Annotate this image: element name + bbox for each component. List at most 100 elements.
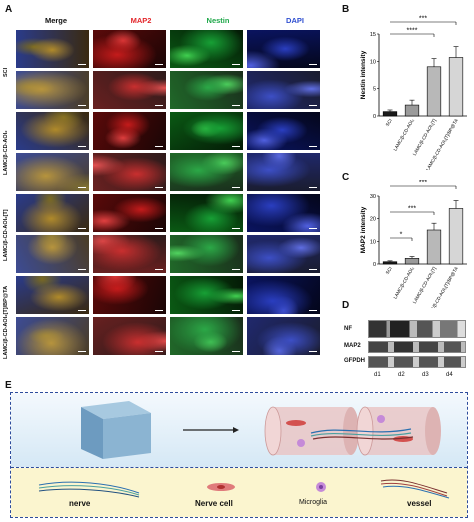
micrograph-map2-row-6 [93,235,166,273]
panel-a-letter: A [5,4,13,15]
micrograph-merge-row-1 [16,30,89,68]
row-label-sci: SCI [3,67,9,77]
scale-bar [309,145,317,147]
schematic-bottom-band [11,468,467,517]
col-head-merge: Merge [44,16,68,25]
scale-bar [155,350,163,352]
scale-bar [155,268,163,270]
micrograph-map2-row-1 [93,30,166,68]
bar [404,104,420,117]
scale-bar [78,227,86,229]
y-tick-label: 0 [373,114,376,120]
scale-bar [232,186,240,188]
micrograph-map2-row-7 [93,276,166,314]
scale-bar [232,63,240,65]
micrograph-nestin-row-2 [170,71,243,109]
scale-bar [78,145,86,147]
scale-bar [155,186,163,188]
col-head-nestin: Nestin [206,16,230,25]
scale-bar [78,309,86,311]
bar [404,258,420,265]
x-tick-label: SCI [385,118,393,127]
panel-e-letter: E [5,380,12,391]
scale-bar [309,268,317,270]
micrograph-dapi-row-2 [247,71,320,109]
micrograph-dapi-row-4 [247,153,320,191]
bar [448,208,464,265]
scale-bar [78,350,86,352]
micrograph-map2-row-5 [93,194,166,232]
col-head-dapi: DAPI [286,16,304,25]
scale-bar [232,145,240,147]
nerve-fiber-bridge-icon [310,428,414,440]
significance-stars: *** [419,16,427,23]
panel-c-letter: C [342,172,350,183]
legend-microglia-label: Microglia [299,499,328,506]
scale-bar [309,186,317,188]
y-axis-label: Nestin intensity [360,50,367,99]
blot-lane-d2: d2 [398,372,405,378]
col-head-map2: MAP2 [130,16,152,25]
scale-bar [155,309,163,311]
y-axis-label: MAP2 intensity [360,206,367,253]
micrograph-map2-row-3 [93,112,166,150]
significance-stars: **** [407,28,418,35]
row-label-lamc-aoi-t-bp: LAMC/β-CD-AOI₂[T]/BP@TA [3,285,9,359]
micrograph-merge-row-8 [16,317,89,355]
bar [382,261,398,265]
bar [426,229,442,265]
scale-bar [232,227,240,229]
scale-bar [78,186,86,188]
scale-bar [155,63,163,65]
panel-d-letter: D [342,300,350,311]
blot-band-gfpdh [368,356,466,368]
x-tick-label: SCI [385,266,393,275]
blot-band-nf [368,320,466,338]
micrograph-map2-row-4 [93,153,166,191]
vessel-icon [380,479,450,499]
scale-bar [232,350,240,352]
micrograph-merge-row-5 [16,194,89,232]
y-tick-label: 10 [370,59,376,65]
microglia-icon [316,482,326,492]
bar [382,111,398,117]
scale-bar [232,268,240,270]
row-label-lamc-aoi-t: LAMC/β-CD-AOI₂[T] [3,209,9,261]
y-tick-label: 0 [373,262,376,268]
y-tick-label: 10 [370,239,376,245]
schematic-panel: nerve Nerve cell Microglia vessel [10,392,468,518]
legend-nerve-label: nerve [69,499,91,508]
micrograph-nestin-row-3 [170,112,243,150]
micrograph-merge-row-2 [16,71,89,109]
scale-bar [309,350,317,352]
bar [448,57,464,117]
micrograph-dapi-row-5 [247,194,320,232]
y-tick-label: 30 [370,194,376,200]
micrograph-dapi-row-7 [247,276,320,314]
scale-bar [309,309,317,311]
nerve-cell-icon [207,483,235,491]
panel-b-letter: B [342,4,350,15]
hydrogel-cube-icon [81,401,151,459]
micrograph-dapi-row-1 [247,30,320,68]
nerve-icon [38,481,140,498]
arrow-right-icon [183,427,239,433]
blot-band-map2 [368,341,466,353]
micrograph-nestin-row-1 [170,30,243,68]
x-tick-label: LAMC/β-CD-AOI₂ [392,266,414,300]
scale-bar [155,227,163,229]
blot-lane-d4: d4 [446,372,453,378]
bar [426,66,442,117]
micrograph-dapi-row-8 [247,317,320,355]
legend-vessel-label: vessel [407,499,432,508]
blot-label-map2: MAP2 [344,343,361,349]
micrograph-nestin-row-5 [170,194,243,232]
y-tick-label: 5 [373,87,376,93]
nestin-bar-chart: 0 5 10 15 Nestin intensity SCI LAMC/β-CD-AOI₂L… [360,16,467,170]
micrograph-nestin-row-4 [170,153,243,191]
micrograph-dapi-row-3 [247,112,320,150]
legend-nerve-cell-label: Nerve cell [195,499,233,508]
significance-stars: * [400,232,403,239]
micrograph-merge-row-6 [16,235,89,273]
scale-bar [78,268,86,270]
